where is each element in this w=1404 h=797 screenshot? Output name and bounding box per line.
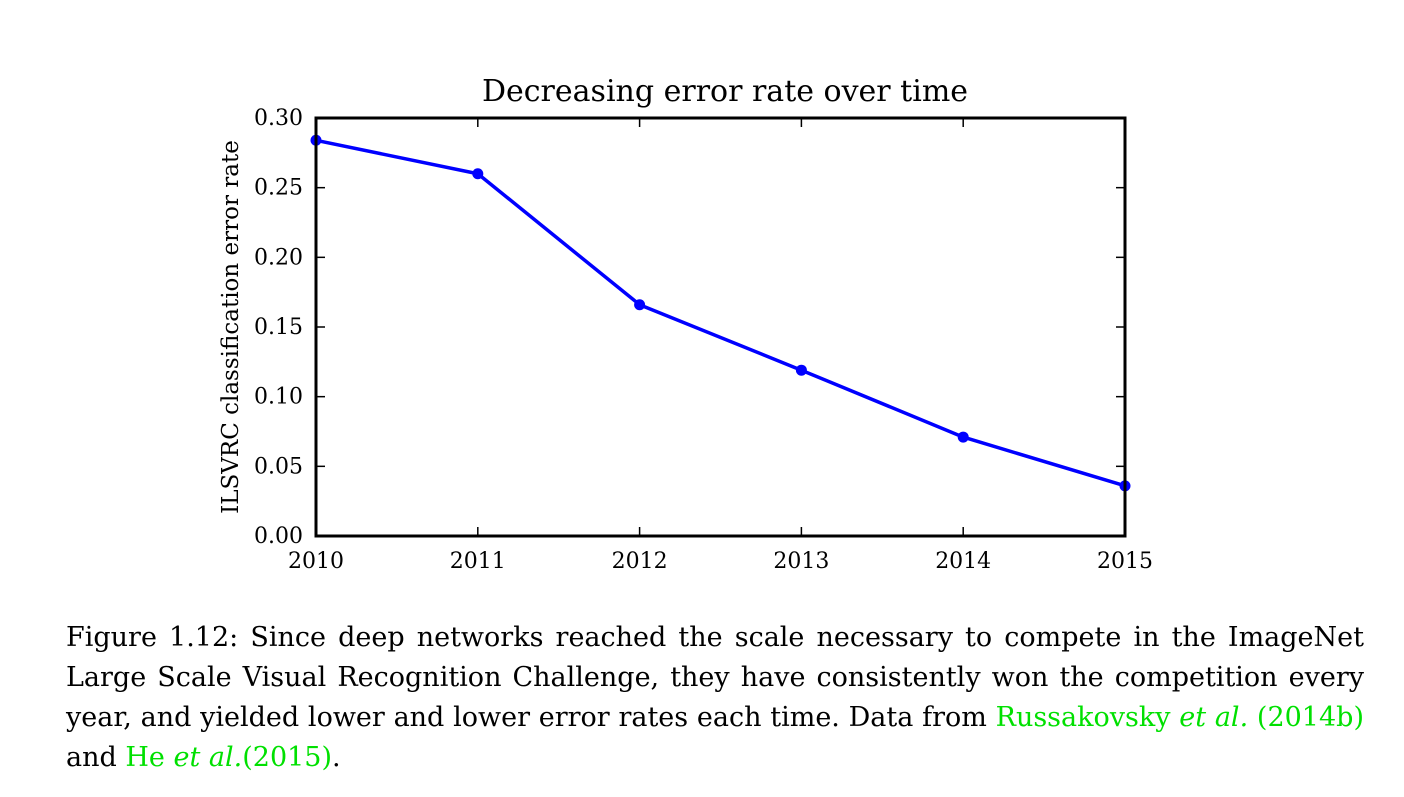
series-layer [310, 134, 1131, 492]
caption-joiner: and [66, 742, 117, 773]
citation-year-link-2[interactable]: (2015) [242, 742, 333, 773]
axis-ticks: 0.00 0.05 0.10 0.15 0.20 0.25 0.30 2010 2011 2012… [254, 106, 1153, 574]
x-tick-label: 2011 [450, 549, 506, 574]
caption-text: Since deep networks reached the scale ne… [66, 622, 1364, 733]
x-tick-label: 2012 [612, 549, 668, 574]
y-tick-label: 0.30 [254, 106, 303, 131]
x-tick-label: 2014 [935, 549, 991, 574]
series-line [315, 138, 1126, 488]
x-tick-label: 2013 [773, 549, 829, 574]
data-point [634, 299, 646, 311]
line-chart: Decreasing error rate over time ILSVRC c… [218, 74, 1153, 574]
citation-etal-link[interactable]: et al. [1179, 702, 1249, 733]
y-tick-label: 0.25 [254, 176, 303, 201]
data-point [472, 168, 484, 180]
caption-end: . [332, 742, 341, 773]
caption-label: Figure 1.12: [66, 622, 239, 653]
citation-author-link-2[interactable]: He [125, 742, 165, 773]
y-tick-label: 0.15 [254, 315, 303, 340]
x-tick-label: 2015 [1097, 549, 1153, 574]
x-tick-label: 2010 [288, 549, 344, 574]
y-tick-label: 0.05 [254, 454, 303, 479]
citation-year-link[interactable]: (2014b) [1256, 702, 1364, 733]
y-tick-label: 0.10 [254, 385, 303, 410]
citation-author-link[interactable]: Russakovsky [995, 702, 1171, 733]
data-point [957, 431, 969, 443]
chart-title: Decreasing error rate over time [482, 74, 968, 109]
y-tick-label: 0.20 [254, 245, 303, 270]
y-tick-label: 0.00 [254, 524, 303, 549]
data-point [795, 364, 807, 376]
figure-caption: Figure 1.12: Since deep networks reached… [66, 618, 1364, 778]
citation-etal-link-2[interactable]: et al. [173, 742, 243, 773]
plot-frame [314, 116, 1127, 538]
y-axis-label: ILSVRC classification error rate [218, 140, 244, 514]
